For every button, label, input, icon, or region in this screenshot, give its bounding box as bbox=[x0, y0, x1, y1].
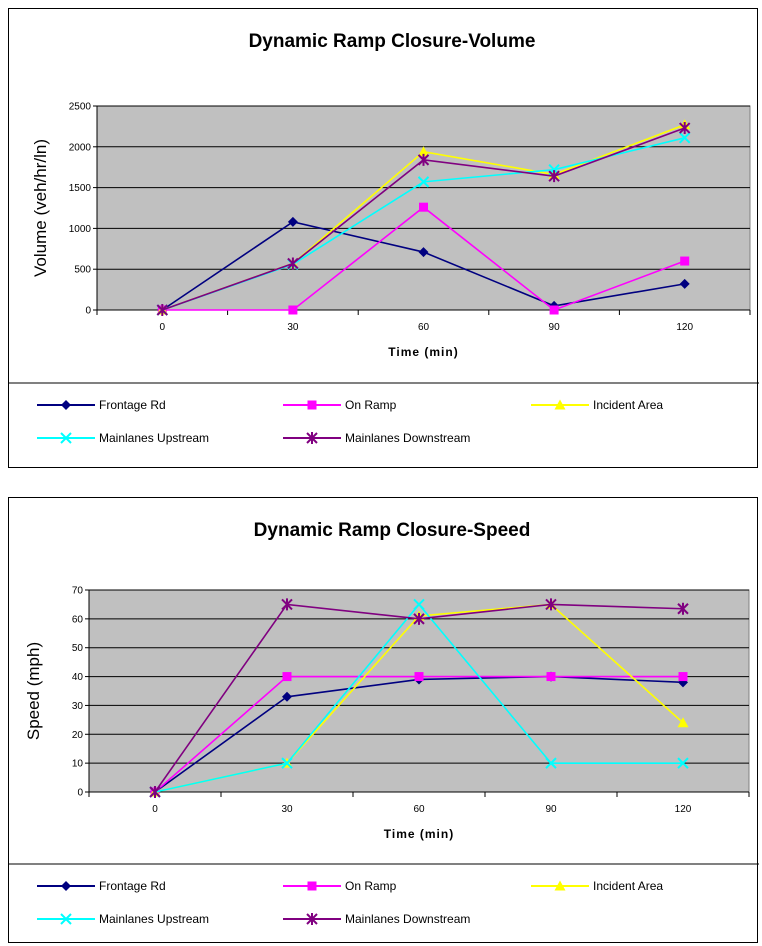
data-point bbox=[548, 170, 560, 183]
y-tick-label: 20 bbox=[72, 730, 84, 741]
legend-item: On Ramp bbox=[283, 398, 397, 412]
data-point bbox=[287, 216, 298, 227]
data-point bbox=[677, 717, 689, 728]
legend-label: Incident Area bbox=[593, 398, 663, 412]
y-tick-label: 2500 bbox=[69, 102, 92, 113]
series-mainlanes-downstream bbox=[156, 122, 691, 316]
x-tick-label: 90 bbox=[545, 804, 557, 815]
data-point bbox=[546, 672, 556, 682]
y-axis-label: Volume (veh/hr/ln) bbox=[31, 139, 50, 277]
x-axis-label: Time (min) bbox=[388, 345, 458, 359]
data-point bbox=[677, 602, 689, 615]
data-point bbox=[417, 176, 430, 188]
x-tick-label: 0 bbox=[152, 804, 158, 815]
volume-chart: Dynamic Ramp Closure-Volume 0 500 1000 1500 2… bbox=[8, 8, 759, 468]
data-point bbox=[678, 122, 691, 135]
data-point bbox=[287, 257, 299, 270]
legend-label: Mainlanes Upstream bbox=[99, 431, 209, 445]
chart-title: Dynamic Ramp Closure-Speed bbox=[254, 520, 531, 541]
data-point bbox=[678, 672, 688, 682]
y-axis-label: Speed (mph) bbox=[24, 642, 43, 740]
legend-marker bbox=[554, 399, 566, 410]
y-tick-label: 30 bbox=[72, 701, 84, 712]
data-point bbox=[545, 598, 557, 611]
x-tick-label: 30 bbox=[281, 804, 293, 815]
legend-item: On Ramp bbox=[283, 879, 397, 893]
legend-item: Mainlanes Upstream bbox=[37, 912, 209, 926]
x-tick-label: 60 bbox=[418, 322, 430, 333]
legend-label: Mainlanes Downstream bbox=[345, 431, 470, 445]
chart-svg: Dynamic Ramp Closure-Speed 0 10 20 30 40 50 60 7… bbox=[9, 520, 759, 926]
data-point bbox=[545, 757, 557, 769]
x-tick-label: 90 bbox=[549, 322, 561, 333]
y-tick-label: 40 bbox=[72, 672, 84, 683]
speed-chart: Dynamic Ramp Closure-Speed 0 10 20 30 40 50 60 7… bbox=[8, 497, 759, 943]
data-point bbox=[281, 598, 293, 611]
x-axis-label: Time (min) bbox=[384, 827, 454, 841]
data-point bbox=[679, 278, 690, 289]
legend-label: Mainlanes Upstream bbox=[99, 912, 209, 926]
x-tick-label: 120 bbox=[675, 804, 692, 815]
y-tick-label: 1000 bbox=[69, 224, 92, 235]
data-point bbox=[418, 146, 429, 157]
legend-item: Mainlanes Upstream bbox=[37, 431, 209, 445]
data-point bbox=[419, 202, 428, 212]
data-point bbox=[414, 672, 424, 682]
data-point bbox=[678, 677, 688, 688]
y-tick-label: 0 bbox=[85, 306, 91, 317]
data-point bbox=[677, 757, 689, 769]
legend-marker bbox=[60, 432, 72, 444]
legend-marker bbox=[307, 400, 317, 410]
x-tick-label: 0 bbox=[160, 322, 166, 333]
x-tick-label: 30 bbox=[287, 322, 299, 333]
legend-label: Frontage Rd bbox=[99, 879, 166, 893]
data-point bbox=[281, 757, 293, 769]
legend-item: Incident Area bbox=[531, 879, 663, 893]
chart-title: Dynamic Ramp Closure-Volume bbox=[249, 31, 536, 52]
legend-marker bbox=[61, 881, 71, 891]
data-point bbox=[413, 598, 425, 611]
legend-marker bbox=[306, 913, 318, 925]
data-point bbox=[413, 612, 425, 625]
chart-svg: Dynamic Ramp Closure-Volume 0 500 1000 1500 2… bbox=[9, 31, 759, 445]
legend-marker bbox=[307, 881, 317, 891]
data-point bbox=[288, 305, 298, 315]
data-point bbox=[680, 256, 690, 266]
legend-marker bbox=[60, 913, 72, 925]
data-point bbox=[156, 304, 169, 316]
data-point bbox=[149, 786, 161, 798]
data-point bbox=[282, 691, 292, 702]
x-tick-label: 120 bbox=[676, 322, 693, 333]
x-tick-label: 60 bbox=[413, 804, 425, 815]
y-tick-label: 10 bbox=[72, 759, 84, 770]
legend-item: Frontage Rd bbox=[37, 879, 166, 893]
y-tick-label: 70 bbox=[72, 586, 84, 597]
series-mainlanes-upstream bbox=[149, 598, 689, 798]
data-point bbox=[417, 153, 430, 166]
data-point bbox=[418, 247, 429, 258]
data-point bbox=[678, 132, 691, 144]
legend-label: Mainlanes Downstream bbox=[345, 912, 470, 926]
legend-label: Incident Area bbox=[593, 879, 663, 893]
legend-item: Frontage Rd bbox=[37, 398, 166, 412]
y-tick-label: 2000 bbox=[69, 142, 92, 153]
data-point bbox=[549, 305, 559, 315]
series-mainlanes-downstream bbox=[149, 598, 689, 798]
y-tick-label: 50 bbox=[72, 643, 84, 654]
y-tick-label: 0 bbox=[77, 788, 83, 799]
legend-label: On Ramp bbox=[345, 398, 397, 412]
legend-label: On Ramp bbox=[345, 879, 397, 893]
legend-item: Mainlanes Downstream bbox=[283, 912, 470, 926]
y-tick-label: 60 bbox=[72, 614, 84, 625]
legend-marker bbox=[554, 880, 566, 891]
y-tick-label: 1500 bbox=[69, 183, 92, 194]
legend-label: Frontage Rd bbox=[99, 398, 166, 412]
legend-item: Mainlanes Downstream bbox=[283, 431, 470, 445]
legend-marker bbox=[61, 400, 71, 410]
legend-marker bbox=[306, 432, 318, 444]
legend-item: Incident Area bbox=[531, 398, 663, 412]
data-point bbox=[282, 672, 292, 682]
y-tick-label: 500 bbox=[74, 265, 91, 276]
